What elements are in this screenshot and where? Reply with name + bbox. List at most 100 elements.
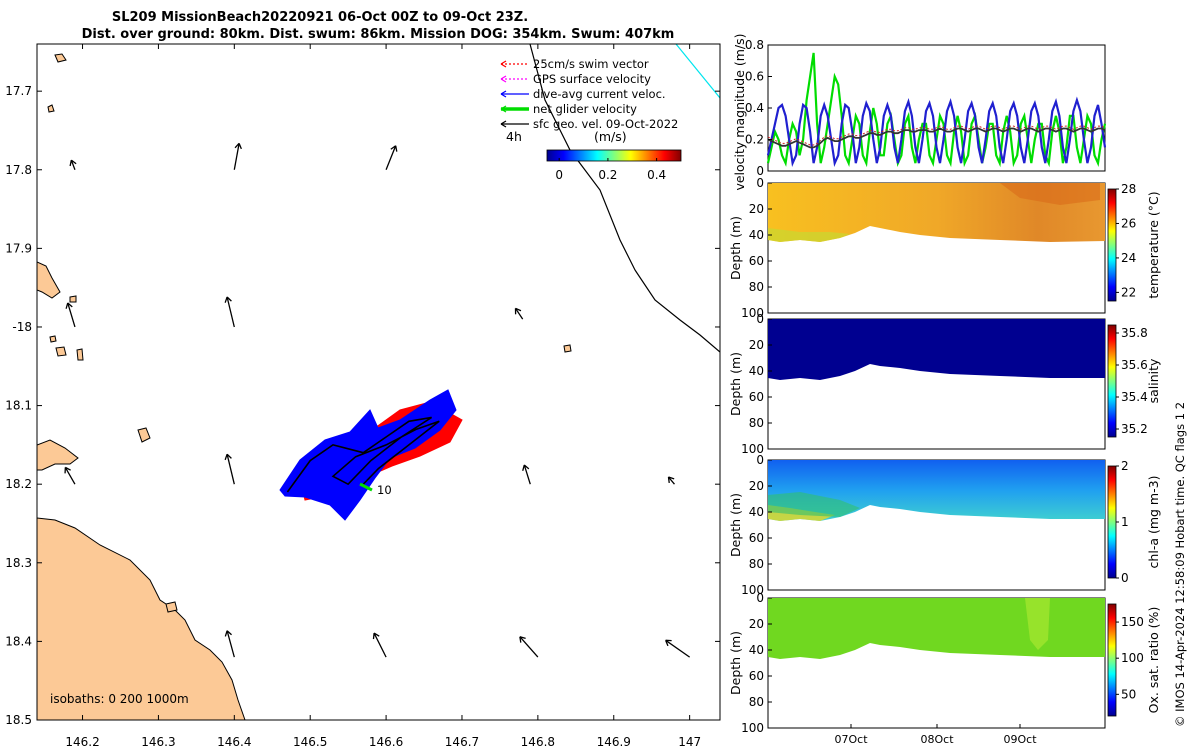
current-vector-head bbox=[519, 636, 526, 643]
colorbar-tick-label: 0.2 bbox=[598, 168, 617, 182]
depth-tick-label: 0 bbox=[756, 312, 764, 326]
map-x-tick-label: 147 bbox=[678, 735, 701, 749]
velocity-series bbox=[766, 52, 1107, 168]
island bbox=[563, 344, 572, 353]
island bbox=[165, 601, 178, 613]
depth-tick-label: 80 bbox=[749, 416, 764, 430]
velocity-y-ticks: 0 0.2 0.4 0.6 0.8 bbox=[745, 38, 772, 178]
colorbar-tick-label: 35.8 bbox=[1121, 326, 1148, 340]
colorbar-tick-label: 0 bbox=[1121, 571, 1129, 585]
velocity-y-tick-label: 0.2 bbox=[745, 133, 764, 147]
depth-tick-label: 80 bbox=[749, 280, 764, 294]
current-vector bbox=[233, 142, 242, 170]
map-y-tick-label: 18.3 bbox=[5, 556, 32, 570]
temperature-section bbox=[767, 182, 1117, 314]
colorbar-label: Ox. sat. ratio (%) bbox=[1146, 607, 1161, 714]
depth-tick-label: 20 bbox=[749, 202, 764, 216]
colorbar-title: (m/s) bbox=[594, 129, 627, 144]
velocity-y-tick-label: 0.4 bbox=[745, 101, 764, 115]
depth-tick-label: 60 bbox=[749, 254, 764, 268]
legend-entry: dive-avg current veloc. bbox=[500, 87, 666, 101]
colorbar-tick-label: 35.4 bbox=[1121, 390, 1148, 404]
salinity-colorbar bbox=[1107, 324, 1117, 438]
transect-line-cyan bbox=[675, 44, 720, 99]
current-vector-shaft bbox=[373, 632, 387, 658]
depth-tick-label: 80 bbox=[749, 557, 764, 571]
legend-arrowhead bbox=[500, 75, 507, 83]
depth-tick-label: 100 bbox=[741, 583, 764, 597]
depth-tick-label: 20 bbox=[749, 617, 764, 631]
current-vector bbox=[667, 476, 675, 485]
island bbox=[76, 348, 84, 361]
date-tick-label: 09Oct bbox=[1003, 733, 1037, 746]
current-vector-shaft bbox=[226, 296, 235, 328]
island bbox=[55, 346, 67, 357]
oxygen-section bbox=[767, 597, 1117, 729]
depth-tick-label: 40 bbox=[749, 364, 764, 378]
geostrophic-current-vectors bbox=[64, 142, 691, 658]
current-vector bbox=[224, 296, 235, 328]
current-vector-head bbox=[224, 453, 232, 461]
legend-arrowhead bbox=[500, 105, 507, 113]
island bbox=[137, 427, 151, 443]
chl-a-mid-layer bbox=[768, 492, 860, 517]
depth-tick-label: 40 bbox=[749, 643, 764, 657]
current-vector bbox=[65, 302, 76, 328]
depth-tick-label: 20 bbox=[749, 479, 764, 493]
legend-arrowhead bbox=[500, 120, 507, 128]
depth-tick-label: 80 bbox=[749, 695, 764, 709]
current-vector-shaft bbox=[385, 145, 397, 171]
credit-text: © IMOS 14-Apr-2024 12:58:09 Hobart time.… bbox=[1173, 402, 1187, 727]
current-vector-head bbox=[65, 302, 73, 309]
oxygen-field bbox=[768, 598, 1105, 659]
date-tick-label: 08Oct bbox=[920, 733, 954, 746]
legend-arrowhead bbox=[500, 60, 507, 68]
speed-colorbar: 4h (m/s) 0 0.2 0.4 bbox=[506, 129, 682, 182]
isobaths-label: isobaths: 0 200 1000m bbox=[50, 692, 189, 706]
current-vector-head bbox=[390, 145, 398, 152]
colorbar-tick-label: 28 bbox=[1121, 182, 1136, 196]
land bbox=[37, 44, 720, 720]
current-vector-head bbox=[224, 296, 232, 303]
map-x-tick-label: 146.8 bbox=[521, 735, 555, 749]
temperature-hot-patch bbox=[1000, 183, 1100, 205]
current-vector-head bbox=[522, 464, 530, 471]
depth-tick-label: 60 bbox=[749, 531, 764, 545]
legend-entry: sfc geo. vel. 09-Oct-2022 bbox=[500, 117, 678, 131]
legend-label: dive-avg current veloc. bbox=[533, 87, 666, 101]
velocity-panel: 0 0.2 0.4 0.6 0.8 velocity magnitude (m/s) bbox=[732, 33, 1107, 191]
oxygen-colorbar bbox=[1107, 603, 1117, 717]
current-vector-shaft bbox=[226, 630, 235, 658]
colorbar-tick-label: 22 bbox=[1121, 285, 1136, 299]
current-vector-head bbox=[514, 307, 522, 315]
depth-axis-label: Depth (m) bbox=[728, 352, 743, 416]
map-axis-ticks: 146.2 146.3 146.4 146.5 146.6 146.7 146.8 146.9… bbox=[5, 44, 720, 749]
map-y-tick-label: 18.1 bbox=[5, 399, 32, 413]
depth-tick-label: 60 bbox=[749, 390, 764, 404]
chl-a-colorbar bbox=[1107, 465, 1117, 579]
map-x-tick-label: 146.4 bbox=[217, 735, 251, 749]
oxygen-light-patch bbox=[1025, 598, 1050, 650]
isobath-200m bbox=[529, 44, 720, 353]
velocity-series-line bbox=[767, 127, 1106, 149]
colorbar-tick-label: 150 bbox=[1121, 615, 1144, 629]
current-vector-shaft bbox=[519, 636, 539, 658]
current-vector-head bbox=[234, 142, 242, 150]
colorbar-tick-label: 35.2 bbox=[1121, 422, 1148, 436]
current-vector-head bbox=[667, 476, 675, 484]
chl-a-section bbox=[767, 459, 1117, 591]
colorbar-tick-label: 1 bbox=[1121, 515, 1129, 529]
legend-label: GPS surface velocity bbox=[533, 72, 651, 86]
map-y-tick-label: 18.4 bbox=[5, 634, 32, 648]
map-x-tick-label: 146.7 bbox=[445, 735, 479, 749]
current-vector bbox=[665, 639, 691, 658]
current-vector-shaft bbox=[665, 639, 691, 658]
velocity-swim-line bbox=[767, 125, 1106, 146]
colorbar-tick-label: 35.6 bbox=[1121, 358, 1148, 372]
temperature-colorbar bbox=[1107, 188, 1117, 302]
legend-label: net glider velocity bbox=[533, 102, 637, 116]
legend-entry: GPS surface velocity bbox=[500, 72, 651, 86]
colorbar-tick-label: 2 bbox=[1121, 459, 1129, 473]
depth-tick-label: 0 bbox=[756, 176, 764, 190]
